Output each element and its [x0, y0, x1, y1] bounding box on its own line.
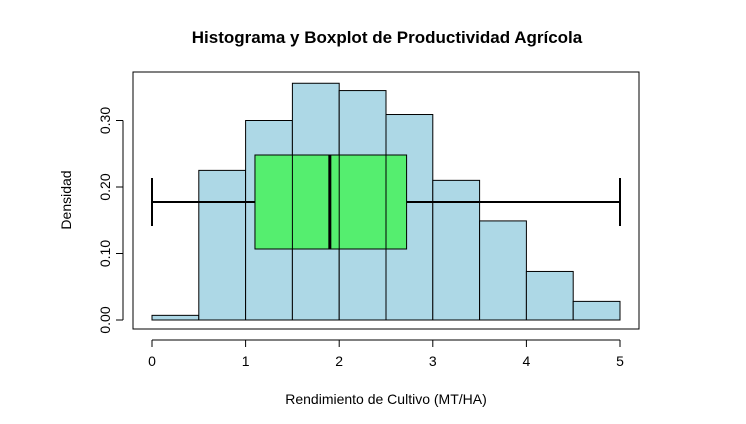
- x-tick-label: 2: [335, 353, 343, 369]
- histogram-bar: [151, 314, 200, 321]
- x-tick-label: 5: [616, 353, 624, 369]
- histogram-bar: [198, 169, 247, 321]
- histogram-bar: [479, 220, 527, 321]
- histogram-bar: [525, 270, 574, 321]
- y-axis: 0.00 0.10 0.20 0.30: [97, 107, 124, 334]
- y-tick-label: 0.30: [97, 107, 113, 134]
- x-tick-label: 3: [429, 353, 437, 369]
- histogram-bar: [432, 179, 481, 321]
- histogram-bar: [572, 300, 621, 321]
- y-axis-label: Densidad: [58, 170, 74, 229]
- plot-frame: [132, 71, 640, 330]
- y-tick-label: 0.00: [97, 306, 113, 333]
- y-tick-label: 0.10: [97, 240, 113, 267]
- y-tick-label: 0.20: [97, 173, 113, 200]
- x-tick-label: 0: [148, 353, 156, 369]
- chart-title: Histograma y Boxplot de Productividad Ag…: [192, 28, 583, 47]
- x-tick-label: 4: [523, 353, 531, 369]
- x-axis: 0 1 2 3 4 5: [148, 339, 624, 369]
- x-tick-label: 1: [242, 353, 250, 369]
- boxplot: [151, 154, 621, 250]
- x-axis-label: Rendimiento de Cultivo (MT/HA): [285, 391, 487, 407]
